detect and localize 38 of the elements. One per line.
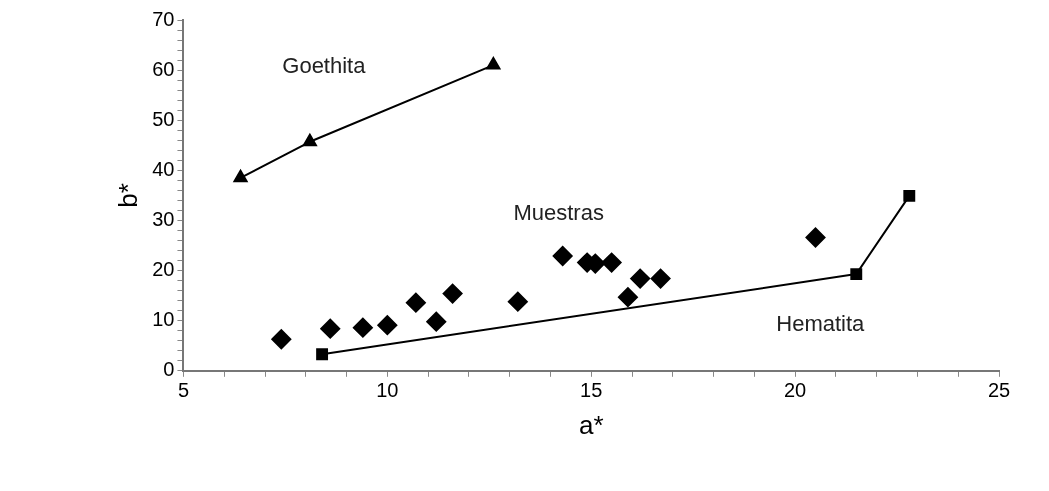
point	[405, 292, 426, 313]
x-tick-label: 20	[783, 379, 807, 402]
point	[320, 318, 341, 339]
y-tick-label: 60	[152, 57, 175, 80]
x-axis-title: a*	[578, 409, 604, 440]
point	[426, 311, 447, 332]
y-tick-label: 10	[152, 308, 175, 331]
point	[601, 252, 622, 273]
point	[352, 317, 373, 338]
point	[377, 315, 398, 336]
y-tick-label: 30	[152, 207, 175, 230]
y-tick-label: 20	[152, 258, 175, 281]
point	[903, 189, 916, 202]
y-tick-label: 50	[152, 107, 175, 130]
x-tick-label: 15	[580, 379, 603, 402]
point	[630, 268, 651, 289]
x-tick-label: 25	[987, 379, 1011, 402]
point	[486, 57, 501, 70]
point	[507, 291, 528, 312]
point	[233, 169, 248, 183]
x-tick-label: 10	[376, 379, 399, 402]
y-tick-label: 70	[152, 7, 175, 30]
point	[316, 348, 329, 361]
series-label: Hematita	[776, 311, 866, 337]
point	[850, 268, 863, 281]
x-tick-label: 5	[177, 379, 190, 402]
point	[617, 287, 638, 308]
y-tick-label: 40	[152, 157, 175, 180]
series-label: Muestras	[513, 200, 604, 226]
y-tick-label: 0	[163, 358, 175, 381]
point	[442, 283, 463, 304]
series-label: Goethita	[282, 52, 367, 78]
y-axis-title: b*	[112, 183, 143, 208]
point	[271, 329, 292, 350]
point	[805, 227, 826, 248]
point	[302, 133, 317, 147]
point	[552, 246, 573, 267]
point	[650, 268, 671, 289]
